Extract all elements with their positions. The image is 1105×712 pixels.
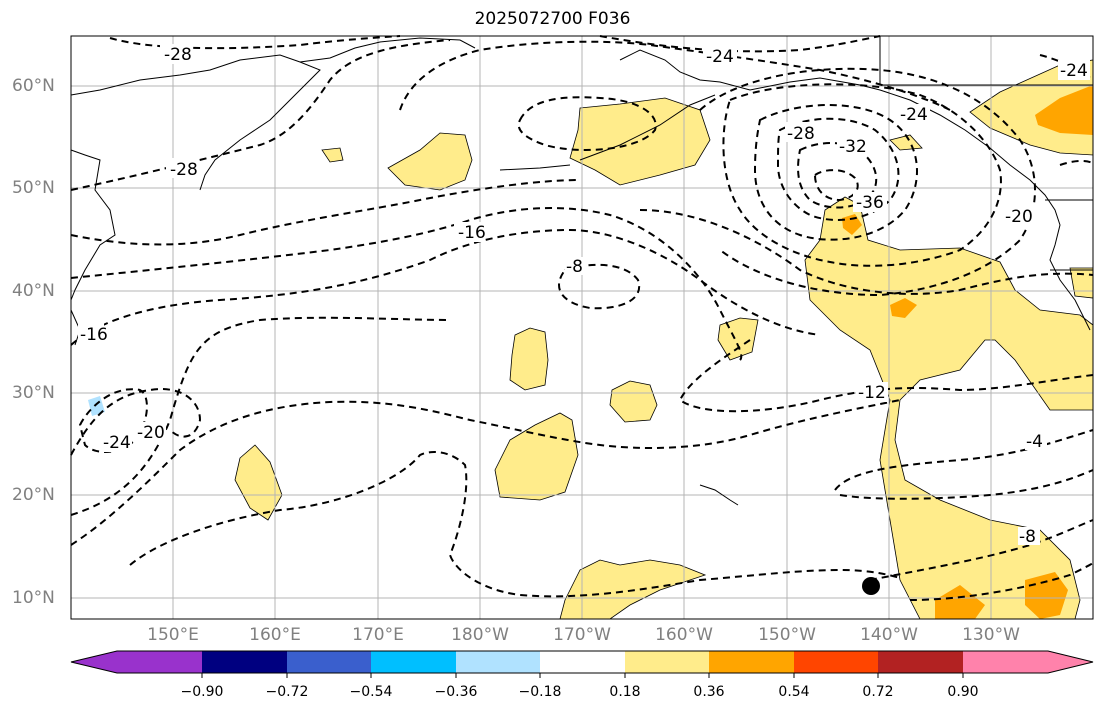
lon-label: 170°E (352, 625, 404, 645)
contour-label: -24 (706, 47, 734, 67)
colorbar-tick-label: −0.90 (180, 684, 224, 700)
contour-label: -28 (787, 124, 815, 144)
colorbar-tick-label: 0.90 (947, 684, 979, 700)
contour-label: -12 (858, 383, 886, 403)
contour-label: -24 (103, 433, 131, 453)
lon-label: 150°E (147, 625, 199, 645)
lon-label: 150°W (758, 625, 816, 645)
map-title: 2025072700 F036 (474, 9, 631, 29)
lat-label: 40°N (12, 281, 55, 301)
anomaly-fill-strong (842, 85, 1093, 619)
storm-center-dot (862, 577, 880, 595)
lat-label: 50°N (12, 178, 55, 198)
lat-label: 30°N (12, 383, 55, 403)
lon-label: 170°W (553, 625, 611, 645)
lon-label: 130°W (962, 625, 1020, 645)
lat-label: 20°N (12, 485, 55, 505)
colorbar-tick-label: −0.54 (349, 684, 393, 700)
contour-label: -20 (1005, 207, 1033, 227)
colorbar-tick-label: −0.18 (518, 684, 562, 700)
lat-lon-grid (71, 36, 1093, 619)
contour-label: -16 (80, 325, 108, 345)
contour-label: -16 (458, 223, 486, 243)
contour-label: -8 (1019, 527, 1036, 547)
lat-label: 60°N (12, 76, 55, 96)
lat-label: 10°N (12, 588, 55, 608)
colorbar-tick-label: 0.36 (693, 684, 725, 700)
colorbar-tick-label: −0.36 (434, 684, 478, 700)
lon-label: 160°W (655, 625, 713, 645)
contour-label: -20 (137, 423, 165, 443)
colorbar-tick-label: −0.72 (265, 684, 309, 700)
lon-label: 180°W (451, 625, 509, 645)
contour-label: -8 (566, 257, 583, 277)
map-border (70, 35, 1094, 620)
contour-label: -36 (856, 193, 884, 213)
contour-label: -24 (1060, 61, 1088, 81)
contour-label: -28 (170, 160, 198, 180)
lon-label: 140°W (860, 625, 918, 645)
colorbar-tick-label: 0.54 (778, 684, 810, 700)
colorbar-tick-label: 0.72 (862, 684, 894, 700)
contour-label: -4 (1026, 432, 1043, 452)
contour-label: -28 (164, 45, 192, 65)
contour-label: -32 (839, 137, 867, 157)
lon-label: 160°E (249, 625, 301, 645)
colorbar-tick-label: 0.18 (609, 684, 641, 700)
anomaly-fill-regions (234, 59, 1094, 620)
contour-label: -24 (900, 105, 928, 125)
anomaly-fill-negative (88, 396, 105, 416)
colorbar (70, 650, 1094, 678)
